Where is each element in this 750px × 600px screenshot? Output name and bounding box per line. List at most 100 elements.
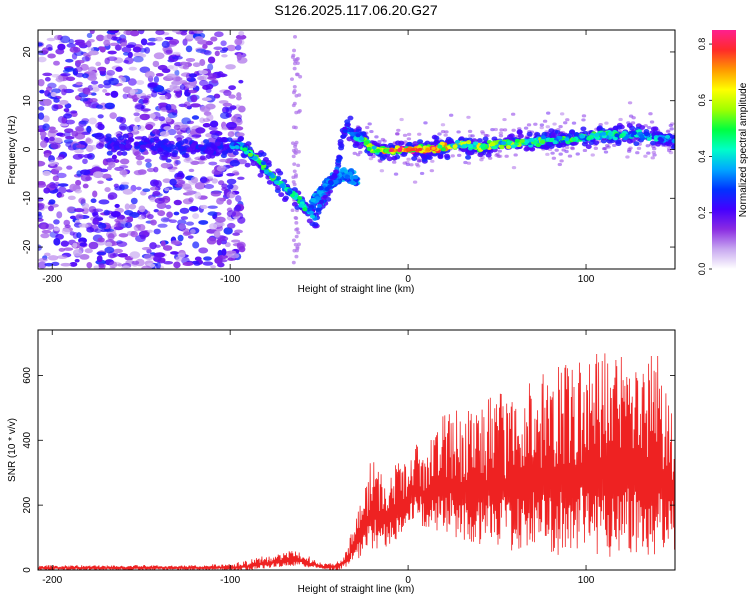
side-branch-blob xyxy=(352,174,359,180)
noise-blob xyxy=(237,176,245,180)
ridge-peak-blob xyxy=(388,148,394,153)
noise-blob xyxy=(179,80,188,85)
noise-blob xyxy=(44,262,54,267)
ridge-halo-blob xyxy=(485,152,492,158)
noise-blob xyxy=(74,258,80,263)
noise-blob xyxy=(190,94,198,103)
noise-blob xyxy=(292,162,297,166)
noise-blob xyxy=(57,183,69,187)
ridge-core-blob xyxy=(607,131,613,136)
spectrogram-y-tick-label: -20 xyxy=(22,239,33,254)
ridge-halo-blob xyxy=(633,141,640,147)
noise-blob xyxy=(153,166,159,173)
noise-blob xyxy=(581,114,587,118)
ridge-core-blob xyxy=(375,148,381,153)
spectrogram-marks xyxy=(38,30,675,269)
noise-blob xyxy=(88,241,99,250)
ridge-core-blob xyxy=(535,143,541,148)
noise-blob xyxy=(39,89,45,94)
noise-blob xyxy=(564,146,570,150)
noise-blob xyxy=(497,149,502,153)
noise-blob xyxy=(65,58,74,63)
noise-blob xyxy=(558,125,563,129)
noise-blob xyxy=(48,126,56,131)
noise-blob xyxy=(80,63,89,71)
noise-blob xyxy=(149,113,156,119)
noise-blob xyxy=(601,147,607,151)
noise-blob xyxy=(92,218,99,225)
noise-blob xyxy=(229,105,237,110)
ridge-halo-blob xyxy=(291,201,298,207)
noise-blob xyxy=(121,265,131,269)
noise-blob xyxy=(203,184,215,190)
noise-blob xyxy=(298,74,303,79)
noise-blob xyxy=(142,188,151,193)
noise-blob xyxy=(108,161,116,168)
noise-blob xyxy=(226,198,232,205)
noise-blob xyxy=(54,137,63,144)
ridge-halo-blob xyxy=(125,143,132,149)
noise-blob xyxy=(551,156,557,160)
noise-blob xyxy=(49,184,59,189)
noise-blob xyxy=(188,168,195,173)
ridge-core-blob xyxy=(586,136,592,141)
snr-x-tick-label: 100 xyxy=(578,575,595,586)
ridge-core-blob xyxy=(332,174,338,179)
noise-blob xyxy=(142,99,149,104)
noise-blob xyxy=(186,189,195,196)
noise-blob xyxy=(135,155,145,161)
ridge-core-blob xyxy=(358,136,364,141)
noise-blob xyxy=(104,246,115,254)
noise-blob xyxy=(202,43,208,49)
noise-blob xyxy=(630,121,636,125)
noise-blob xyxy=(470,134,475,138)
noise-blob xyxy=(63,247,74,251)
noise-blob xyxy=(86,32,93,39)
noise-blob xyxy=(38,203,45,211)
noise-blob xyxy=(86,125,92,133)
ridge-halo-blob xyxy=(118,144,125,149)
noise-blob xyxy=(216,238,222,246)
ridge-core-blob xyxy=(289,193,295,198)
noise-blob xyxy=(59,99,69,105)
noise-blob xyxy=(466,115,471,119)
noise-blob xyxy=(499,128,504,132)
noise-blob xyxy=(119,117,127,124)
ridge-halo-blob xyxy=(412,141,419,146)
noise-blob xyxy=(98,222,107,229)
noise-blob xyxy=(631,116,636,120)
ridge-halo-blob xyxy=(277,170,284,176)
noise-blob xyxy=(192,62,201,68)
noise-blob xyxy=(290,141,295,145)
ridge-core-blob xyxy=(646,137,652,142)
noise-blob xyxy=(82,73,89,79)
noise-blob xyxy=(130,197,138,205)
noise-blob xyxy=(120,181,130,185)
noise-blob xyxy=(75,81,83,86)
noise-blob xyxy=(154,197,165,204)
noise-blob xyxy=(402,133,408,137)
noise-blob xyxy=(159,95,168,100)
noise-blob xyxy=(144,70,155,79)
noise-blob xyxy=(417,132,422,136)
noise-blob xyxy=(119,169,128,176)
ridge-core-blob xyxy=(664,134,671,139)
noise-blob xyxy=(82,183,89,189)
ridge-halo-blob xyxy=(153,136,160,142)
noise-blob xyxy=(293,215,298,220)
noise-blob xyxy=(78,223,89,228)
noise-blob xyxy=(123,59,129,64)
noise-blob xyxy=(40,233,50,239)
ridge-halo-blob xyxy=(386,156,393,162)
noise-blob xyxy=(456,130,461,134)
ridge-halo-blob xyxy=(125,139,132,145)
noise-blob xyxy=(119,220,127,224)
ridge-core-blob xyxy=(317,203,323,208)
snr-y-tick-label: 600 xyxy=(22,367,33,384)
noise-blob xyxy=(144,158,152,163)
noise-blob xyxy=(172,51,181,56)
ridge-halo-blob xyxy=(190,143,197,148)
noise-blob xyxy=(440,130,446,134)
noise-blob xyxy=(221,54,228,58)
noise-blob xyxy=(236,241,246,249)
